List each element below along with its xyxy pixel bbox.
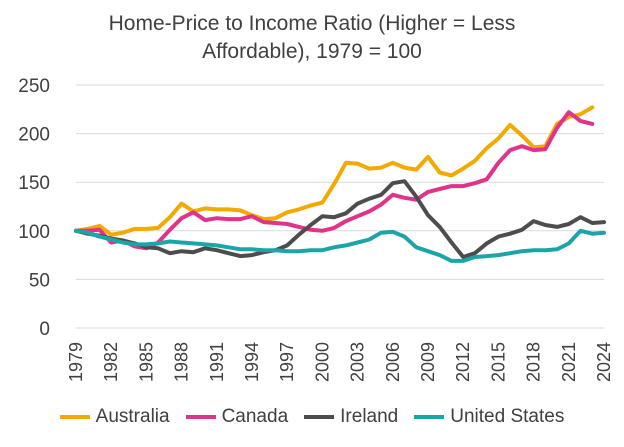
y-axis-ticks: 0 50 100 150 200 250 — [18, 76, 50, 340]
legend-swatch — [59, 415, 90, 419]
legend-item-ireland: Ireland — [304, 406, 398, 428]
legend-label: Ireland — [340, 406, 399, 427]
legend-label: United States — [450, 406, 565, 427]
x-axis-ticks: 1979 1982 1985 1988 1991 1994 1997 2000 2003 2006… — [66, 342, 614, 382]
legend-item-australia: Australia — [59, 406, 170, 428]
x-tick-label: 1988 — [172, 342, 192, 382]
legend: Australia Canada Ireland United States — [0, 406, 624, 428]
x-tick-label: 2015 — [488, 342, 508, 382]
series-line-united-states — [74, 228, 606, 263]
chart-title-line-2: Affordable), 1979 = 100 — [202, 40, 422, 63]
x-tick-label: 2003 — [348, 342, 368, 382]
x-tick-label: 1991 — [207, 342, 227, 382]
x-tick-label: 1985 — [136, 342, 156, 382]
series-line-canada — [74, 110, 595, 251]
y-tick-label: 250 — [18, 76, 50, 97]
x-tick-label: 2018 — [524, 342, 544, 382]
x-tick-label: 2006 — [383, 342, 403, 382]
x-tick-label: 2024 — [594, 342, 614, 382]
y-tick-label: 100 — [18, 222, 50, 243]
x-tick-label: 1994 — [242, 342, 262, 382]
y-tick-label: 50 — [29, 270, 50, 291]
legend-item-united-states: United States — [414, 406, 564, 428]
x-tick-label: 1982 — [101, 342, 121, 382]
x-tick-label: 2021 — [559, 342, 579, 382]
gridlines — [76, 84, 604, 329]
series-lines — [74, 105, 606, 263]
x-tick-label: 2012 — [453, 342, 473, 382]
y-tick-label: 150 — [18, 173, 50, 194]
x-tick-label: 1997 — [277, 342, 297, 382]
y-tick-label: 200 — [18, 125, 50, 146]
legend-label: Australia — [95, 406, 170, 427]
legend-item-canada: Canada — [185, 406, 289, 428]
x-tick-label: 2009 — [418, 342, 438, 382]
y-tick-label: 0 — [39, 319, 50, 340]
x-tick-label: 1979 — [66, 342, 86, 382]
series-line-ireland — [74, 179, 606, 259]
chart-title-line-1: Home-Price to Income Ratio (Higher = Les… — [108, 12, 516, 35]
x-tick-label: 2000 — [312, 342, 332, 382]
legend-swatch — [414, 415, 445, 419]
series-line-australia — [74, 105, 595, 237]
legend-swatch — [185, 415, 216, 419]
legend-label: Canada — [221, 406, 289, 427]
legend-swatch — [304, 415, 335, 419]
